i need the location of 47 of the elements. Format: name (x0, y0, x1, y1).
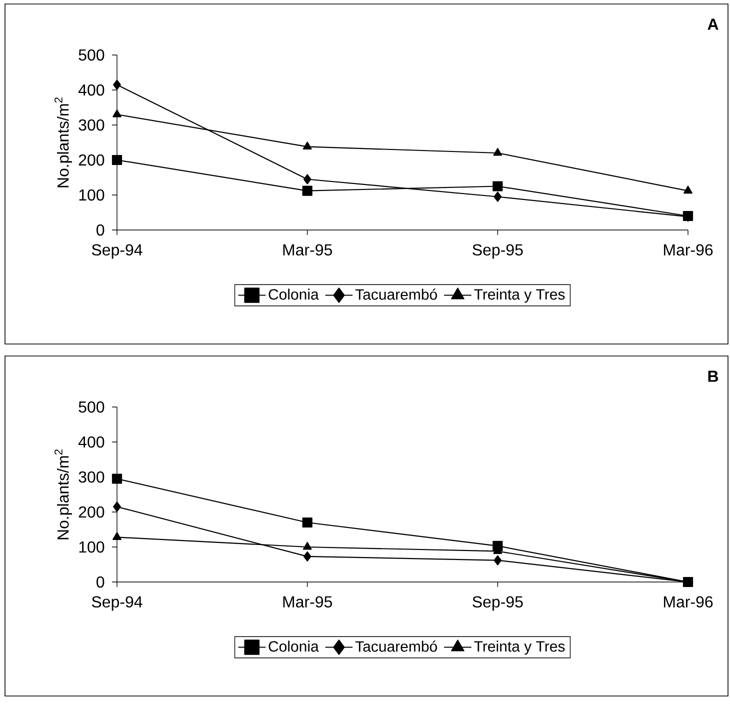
y-tick-label: 0 (96, 576, 104, 588)
point (492, 181, 503, 192)
legend-label: Tacuarembó (355, 640, 437, 652)
point (302, 517, 312, 528)
point (112, 532, 122, 540)
y-tick-label: 300 (78, 471, 104, 483)
x-tick-label: Mar-95 (283, 244, 332, 256)
point (113, 80, 121, 90)
y-tick-label: 100 (79, 189, 104, 201)
point (112, 474, 122, 484)
point (493, 148, 502, 156)
point (494, 192, 502, 202)
chart-title: B (708, 370, 718, 382)
legend-label: Treinta y Tres (474, 640, 565, 655)
y-tick-label: 400 (78, 436, 104, 448)
legend-label: Tacuarembó (355, 288, 437, 300)
point (494, 555, 502, 566)
legend-label: Treinta y Tres (474, 288, 565, 303)
x-tick-label: Mar-95 (283, 596, 332, 608)
x-tick-label: Sep-95 (472, 244, 523, 259)
y-tick-label: 200 (78, 506, 104, 518)
point (112, 109, 122, 118)
point (302, 542, 312, 550)
y-tick-label: 300 (78, 119, 104, 131)
point (303, 551, 312, 562)
y-tick-label: 200 (78, 154, 104, 166)
y-axis-title: No.plants/m$^{2}$ (54, 450, 72, 540)
point (302, 186, 312, 196)
x-tick-label: Sep-94 (92, 244, 142, 259)
x-tick-label: Sep-94 (92, 596, 142, 611)
legend-label: Colonia (268, 288, 319, 300)
point (303, 174, 312, 184)
point (112, 154, 122, 166)
x-tick-label: Sep-95 (472, 596, 523, 611)
y-tick-label: 500 (78, 49, 104, 61)
point (684, 186, 692, 194)
point (302, 142, 312, 150)
x-tick-label: Mar-96 (664, 244, 713, 256)
y-tick-label: 500 (78, 401, 104, 413)
y-tick-label: 100 (79, 541, 104, 553)
chart-title: A (708, 18, 718, 30)
y-tick-label: 400 (78, 84, 104, 96)
y-axis-title: No.plants/m$^{2}$ (54, 98, 72, 188)
x-tick-label: Mar-96 (664, 596, 713, 608)
legend-label: Colonia (268, 640, 319, 652)
y-tick-label: 0 (96, 224, 104, 236)
point (113, 502, 121, 512)
